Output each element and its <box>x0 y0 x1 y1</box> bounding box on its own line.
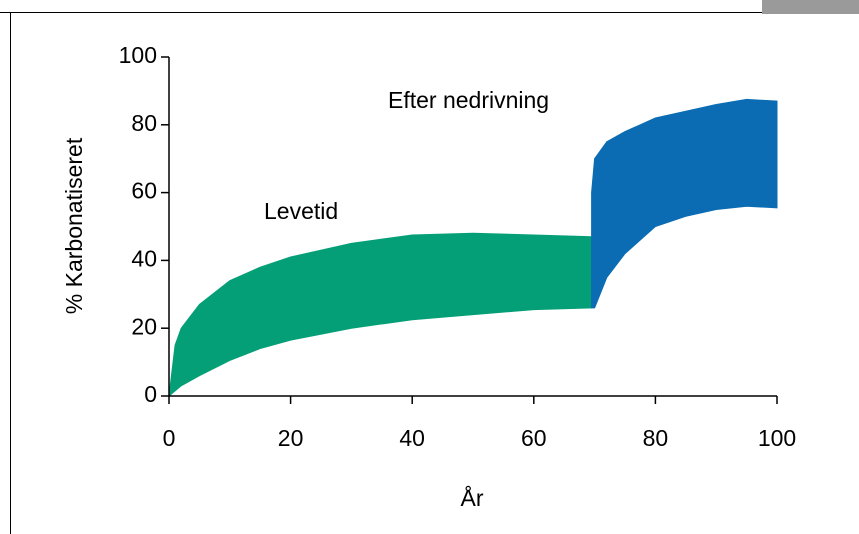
chart: År % Karbonatiseret Levetid Efter nedrivn… <box>0 0 859 534</box>
x-tick-label: 20 <box>278 425 304 451</box>
x-tick-label: 0 <box>163 425 176 451</box>
series-label: Efter nedrivning <box>388 87 549 113</box>
y-tick-label: 60 <box>131 178 157 204</box>
x-tick-label: 40 <box>399 425 425 451</box>
y-tick-label: 40 <box>131 245 157 271</box>
series-label: Levetid <box>264 198 338 224</box>
y-tick-label: 100 <box>119 42 157 68</box>
x-axis-title: År <box>461 484 484 511</box>
photo-fragment <box>762 0 859 14</box>
x-tick-label: 100 <box>758 425 796 451</box>
x-tick-label: 60 <box>521 425 547 451</box>
x-tick-label: 80 <box>643 425 669 451</box>
y-tick-label: 80 <box>131 110 157 136</box>
y-tick-label: 20 <box>131 313 157 339</box>
y-axis-title: % Karbonatiseret <box>61 137 87 314</box>
y-tick-label: 0 <box>144 381 157 407</box>
